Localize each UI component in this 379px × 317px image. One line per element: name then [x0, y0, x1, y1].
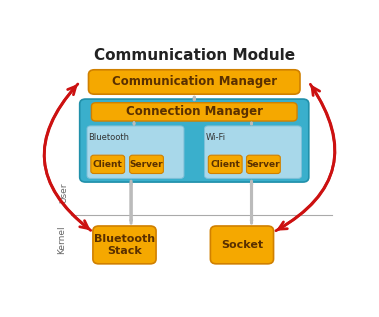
Text: User: User — [59, 183, 68, 203]
FancyBboxPatch shape — [91, 103, 297, 121]
Text: Server: Server — [247, 160, 280, 169]
FancyBboxPatch shape — [93, 226, 156, 264]
Text: Server: Server — [130, 160, 163, 169]
Text: Client: Client — [210, 160, 240, 169]
Text: Bluetooth: Bluetooth — [88, 133, 130, 142]
FancyBboxPatch shape — [80, 99, 309, 182]
FancyBboxPatch shape — [91, 155, 125, 173]
Text: Connection Manager: Connection Manager — [126, 105, 263, 118]
FancyBboxPatch shape — [87, 126, 184, 178]
Text: Bluetooth
Stack: Bluetooth Stack — [94, 234, 155, 256]
Text: Client: Client — [93, 160, 123, 169]
Text: Socket: Socket — [221, 240, 263, 250]
FancyBboxPatch shape — [88, 70, 300, 94]
FancyBboxPatch shape — [210, 226, 274, 264]
FancyBboxPatch shape — [205, 126, 301, 178]
FancyBboxPatch shape — [130, 155, 163, 173]
Text: Communication Manager: Communication Manager — [112, 75, 277, 88]
FancyBboxPatch shape — [246, 155, 280, 173]
Text: Communication Module: Communication Module — [94, 48, 295, 63]
Text: Wi-Fi: Wi-Fi — [206, 133, 226, 142]
FancyBboxPatch shape — [208, 155, 242, 173]
Text: Kernel: Kernel — [57, 225, 66, 254]
